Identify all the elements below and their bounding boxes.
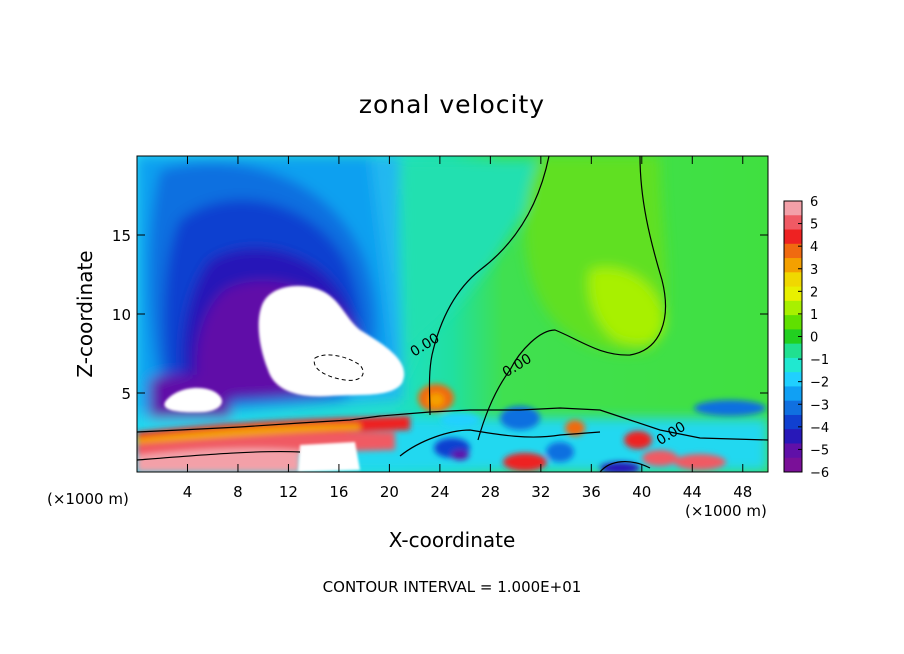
colorbar-swatch	[784, 272, 802, 288]
colorbar-swatch	[784, 372, 802, 387]
x-tick-label: 16	[329, 483, 348, 501]
colorbar-swatch	[784, 215, 802, 231]
x-tick-label: 8	[233, 483, 243, 501]
y-axis-ticks: 5 10 15	[112, 227, 768, 403]
colorbar-label: −1	[810, 353, 829, 368]
x-axis-ticks: 4 8 12 16 20 24 28 32 36 40 44 48	[183, 156, 752, 501]
colorbar-label: 1	[810, 308, 818, 323]
colorbar-swatch	[784, 258, 802, 273]
colorbar-label: −5	[810, 443, 829, 458]
colorbar-swatch	[784, 429, 802, 444]
x-tick-label: 32	[531, 483, 550, 501]
x-unit-right: (×1000 m)	[685, 502, 767, 520]
x-tick-label: 40	[632, 483, 651, 501]
colorbar-swatch	[784, 357, 802, 373]
x-tick-label: 12	[279, 483, 298, 501]
colorbar-swatch	[784, 315, 802, 330]
colorbar-swatch	[784, 386, 802, 402]
colorbar-label: 5	[810, 218, 818, 233]
colorbar-swatch	[784, 286, 802, 302]
chart-title: zonal velocity	[359, 90, 545, 119]
y-tick-label: 5	[121, 385, 131, 403]
colorbar-swatch	[784, 300, 802, 316]
heatmap-field	[137, 156, 768, 472]
colorbar-label: 6	[810, 195, 818, 210]
colorbar-label: 4	[810, 240, 818, 255]
colorbar: 6 5 4 3 2 1 0 −1 −2 −3 −4 −5 −6	[783, 195, 829, 481]
x-tick-label: 48	[733, 483, 752, 501]
colorbar-swatch	[784, 201, 802, 216]
colorbar-label: 3	[810, 263, 818, 278]
colorbar-label: 2	[810, 285, 818, 300]
colorbar-label: −3	[810, 398, 829, 413]
colorbar-swatch	[784, 414, 802, 430]
colorbar-swatch	[784, 329, 802, 345]
x-tick-label: 24	[430, 483, 449, 501]
y-tick-label: 15	[112, 227, 131, 245]
x-tick-label: 28	[481, 483, 500, 501]
colorbar-label: −6	[810, 466, 829, 481]
x-tick-label: 44	[683, 483, 702, 501]
x-unit-left: (×1000 m)	[47, 490, 129, 508]
y-tick-label: 10	[112, 306, 131, 324]
colorbar-swatch	[784, 229, 802, 245]
colorbar-swatch	[784, 400, 802, 416]
colorbar-swatch	[784, 243, 802, 259]
colorbar-label: −4	[810, 421, 829, 436]
colorbar-swatch	[784, 443, 802, 459]
colorbar-label: 0	[810, 331, 818, 346]
colorbar-swatch	[784, 343, 802, 359]
y-axis-label: Z-coordinate	[73, 250, 97, 377]
x-axis-label: X-coordinate	[389, 528, 516, 552]
colorbar-swatch	[784, 457, 802, 473]
x-tick-label: 4	[183, 483, 193, 501]
colorbar-label: −2	[810, 376, 829, 391]
contour-interval-note: CONTOUR INTERVAL = 1.000E+01	[323, 578, 582, 596]
x-tick-label: 36	[582, 483, 601, 501]
x-tick-label: 20	[380, 483, 399, 501]
